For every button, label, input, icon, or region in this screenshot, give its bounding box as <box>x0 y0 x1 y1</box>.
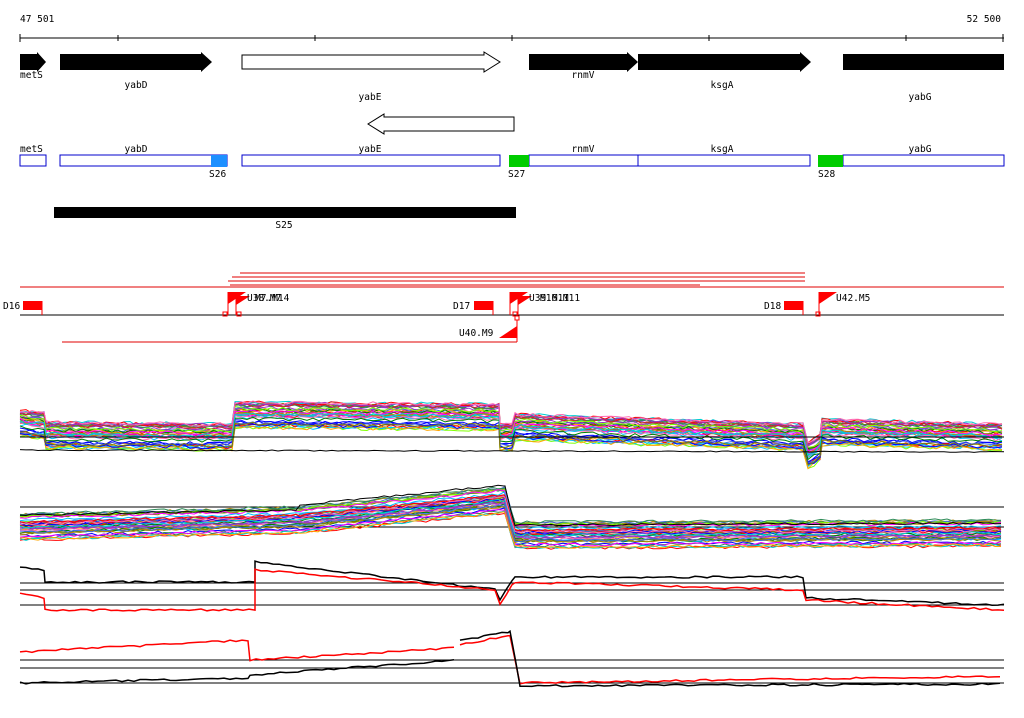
profile-line <box>19 402 1003 446</box>
gene-arrow-rnmV[interactable] <box>529 52 638 72</box>
coordinate-ruler: 47 501 52 500 <box>19 14 1004 42</box>
expression-track-4 <box>19 629 1004 688</box>
gene-boxes-row: metS yabD yabE rnmV ksgA yabG S26 S27 S2… <box>19 144 1005 180</box>
box-label-yabG: yabG <box>909 144 932 155</box>
box-label-yabE: yabE <box>359 144 382 155</box>
gene-arrow-ksgA[interactable] <box>638 52 811 72</box>
box-label-yabD: yabD <box>125 144 148 155</box>
segment-S28[interactable] <box>818 155 843 167</box>
region-label-S25: S25 <box>275 220 292 231</box>
profile-line <box>19 639 455 662</box>
segment-label-S27: S27 <box>508 169 525 180</box>
gene-box-yabG[interactable] <box>842 154 1005 167</box>
segment-label-S28: S28 <box>818 169 835 180</box>
gene-box-rnmV[interactable] <box>528 154 639 167</box>
up-label-U38: U38.M7 <box>247 293 281 304</box>
gene-arrow-yabD[interactable] <box>60 52 212 72</box>
profile-line <box>19 425 1003 470</box>
profile-line <box>19 409 1003 452</box>
up-label-U39-overlap: M16.M11 <box>540 293 580 304</box>
gene-arrows-row: metS yabD yabE rnmV ksgA yabG <box>20 51 1004 135</box>
profile-line <box>19 511 1001 549</box>
profile-line <box>19 449 1005 453</box>
segment-label-S26: S26 <box>209 169 226 180</box>
box-label-metS: metS <box>20 144 43 155</box>
gene-box-yabE[interactable] <box>241 154 501 167</box>
region-S25[interactable]: S25 <box>54 207 516 231</box>
gene-label-ksgA: ksgA <box>711 80 734 91</box>
gene-label-yabG: yabG <box>909 92 932 103</box>
profile-line <box>19 494 1002 532</box>
down-label-D18: D18 <box>764 301 781 312</box>
down-marker-D16[interactable] <box>23 301 42 310</box>
gene-arrow-yabE[interactable] <box>241 51 501 73</box>
profile-line <box>19 484 1001 527</box>
gene-arrow-yabG[interactable] <box>843 54 1004 70</box>
down-label-D17: D17 <box>453 301 470 312</box>
profile-line <box>459 635 1001 685</box>
ruler-start-label: 47 501 <box>20 14 55 25</box>
profile-line <box>19 560 1005 606</box>
gene-label-metS: metS <box>20 70 43 81</box>
profile-line <box>19 659 455 685</box>
box-label-ksgA: ksgA <box>711 144 734 155</box>
box-label-rnmV: rnmV <box>572 144 595 155</box>
profile-line <box>19 423 1003 464</box>
gene-label-yabD: yabD <box>125 80 148 91</box>
lower-label-U40: U40.M9 <box>459 328 494 339</box>
gene-box-yabD[interactable] <box>59 154 228 167</box>
gene-box-ksgA[interactable] <box>637 154 811 167</box>
up-marker-U42[interactable]: U42.M5 <box>815 292 870 317</box>
up-label-U42: U42.M5 <box>836 293 870 304</box>
profile-line <box>19 411 1003 453</box>
profile-line <box>459 629 1001 688</box>
down-marker-D18[interactable] <box>784 301 803 310</box>
up-marker-U38[interactable]: U38.M7 M7.M14 <box>222 292 290 317</box>
profile-line <box>19 495 1002 534</box>
lower-marker-U40[interactable]: U40.M9 <box>459 315 520 342</box>
gene-label-rnmV: rnmV <box>572 70 595 81</box>
transcript-markers: D16 D17 D18 U38.M7 M7.M14 U39.M11 M16.M1… <box>3 272 1004 343</box>
expression-track-3 <box>19 560 1005 612</box>
ruler-end-label: 52 500 <box>967 14 1002 25</box>
gene-arrow-yabE-reverse[interactable] <box>367 113 515 135</box>
up-marker-U39[interactable]: U39.M11 M16.M11 <box>509 292 580 317</box>
segment-S26[interactable] <box>211 155 227 167</box>
expression-track-2 <box>19 484 1004 550</box>
down-label-D16: D16 <box>3 301 20 312</box>
gene-label-yabE: yabE <box>359 92 382 103</box>
profile-line <box>19 502 1002 543</box>
profile-line <box>19 405 1003 448</box>
down-marker-D17[interactable] <box>474 301 493 310</box>
profile-line <box>19 568 1005 612</box>
expression-track-1 <box>19 400 1005 470</box>
profile-line <box>19 400 1003 444</box>
up-label-U39: U39.M11 <box>529 293 569 304</box>
segment-S27[interactable] <box>509 155 529 167</box>
profile-line <box>19 501 1002 539</box>
profile-line <box>19 421 1003 466</box>
gene-box-metS[interactable] <box>19 154 47 167</box>
gene-arrow-metS[interactable] <box>20 52 46 72</box>
up-label-U38-overlap: M7.M14 <box>255 293 290 304</box>
profile-line <box>19 508 1002 547</box>
profile-line <box>19 496 1002 537</box>
